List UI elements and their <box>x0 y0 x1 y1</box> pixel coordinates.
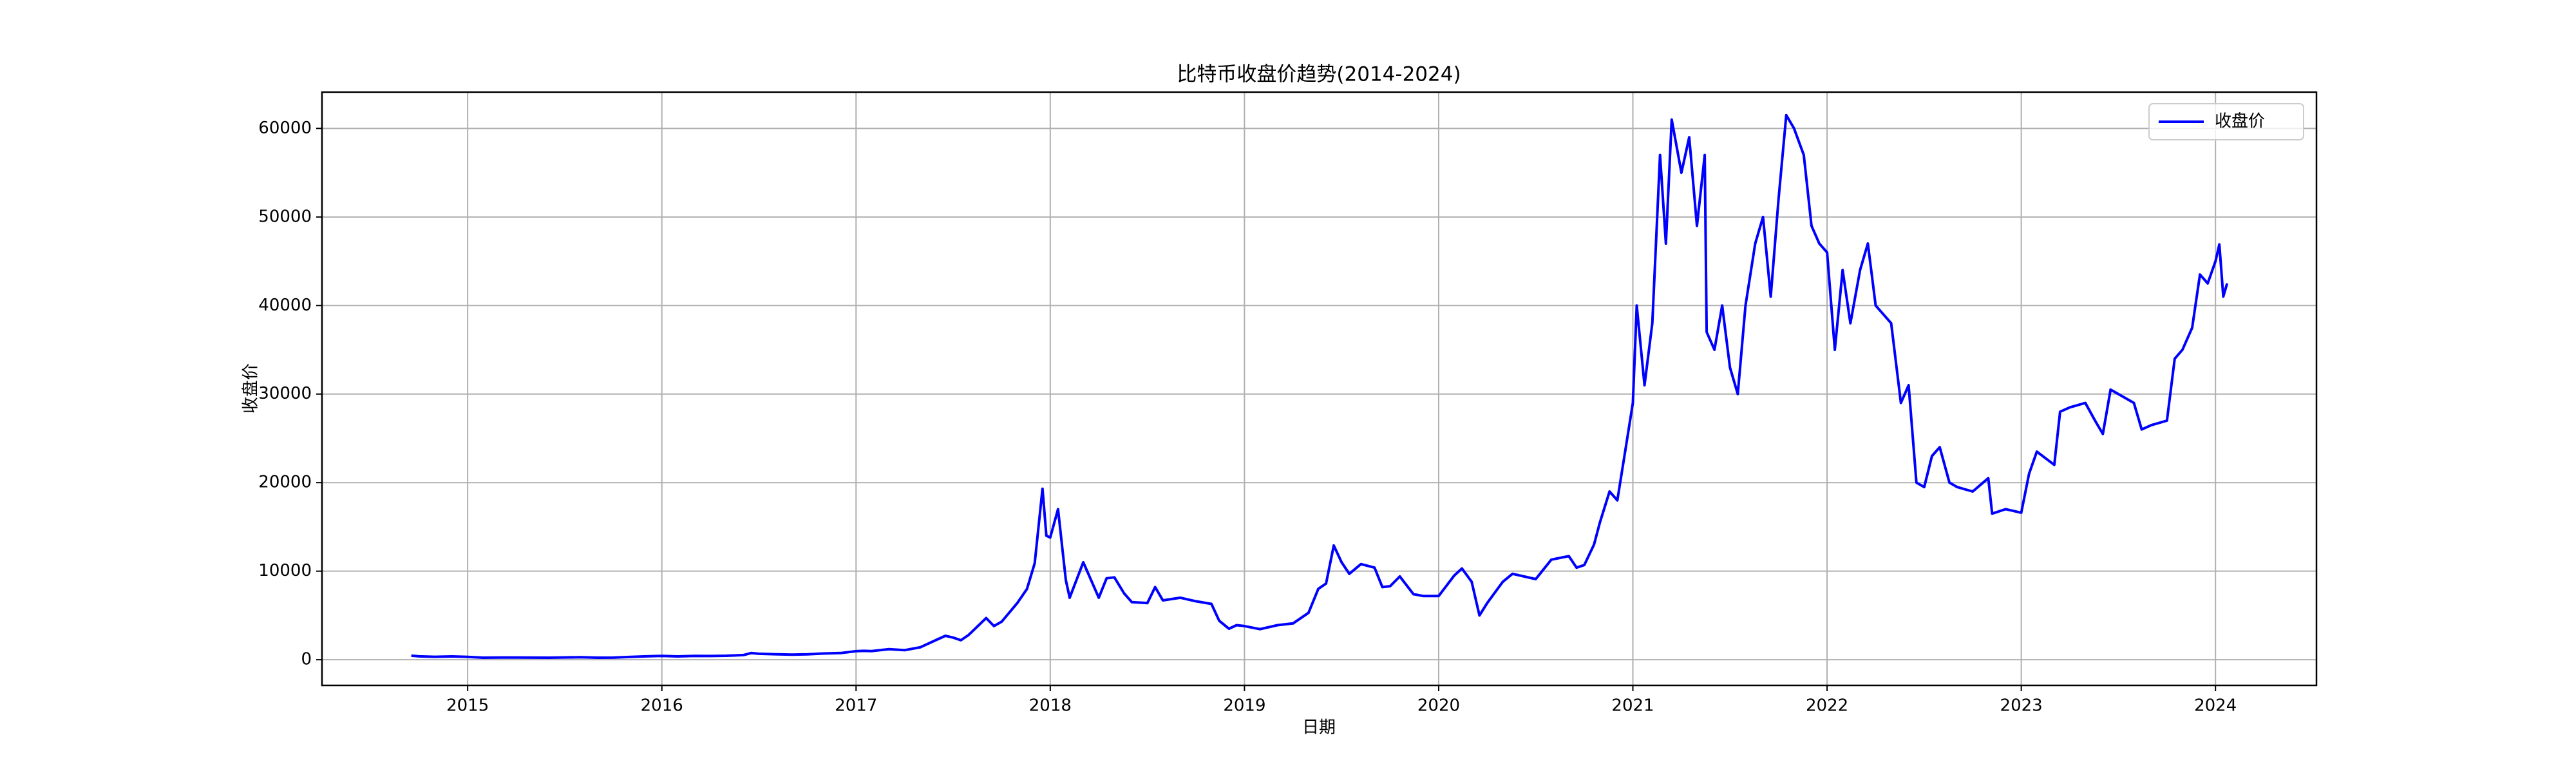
x-tick-label: 2023 <box>2000 696 2043 716</box>
y-tick-label: 30000 <box>258 384 312 403</box>
y-axis-label: 收盘价 <box>242 363 261 414</box>
y-tick-label: 50000 <box>258 207 312 226</box>
x-tick-label: 2022 <box>1806 696 1848 716</box>
legend-box <box>2148 103 2304 140</box>
x-tick-label: 2018 <box>1029 696 1072 716</box>
y-tick-label: 0 <box>301 650 312 669</box>
plot-frame <box>321 91 2318 687</box>
line-series <box>411 113 2229 659</box>
y-tick-label: 20000 <box>258 473 312 492</box>
x-tick-label: 2015 <box>446 696 489 716</box>
x-tick-label: 2024 <box>2194 696 2237 716</box>
x-tick-label: 2020 <box>1417 696 1460 716</box>
legend-label: 收盘价 <box>2215 112 2265 131</box>
x-tick-label: 2019 <box>1223 696 1265 716</box>
y-tick-label: 40000 <box>258 296 312 315</box>
x-tick-label: 2017 <box>835 696 877 716</box>
chart-title: 比特币收盘价趋势(2014-2024) <box>1177 63 1461 86</box>
y-tick-label: 60000 <box>258 119 312 138</box>
x-axis-label: 日期 <box>1302 718 1336 738</box>
x-tick-label: 2016 <box>641 696 683 716</box>
y-tick-label: 10000 <box>258 561 312 580</box>
x-tick-label: 2021 <box>1611 696 1654 716</box>
